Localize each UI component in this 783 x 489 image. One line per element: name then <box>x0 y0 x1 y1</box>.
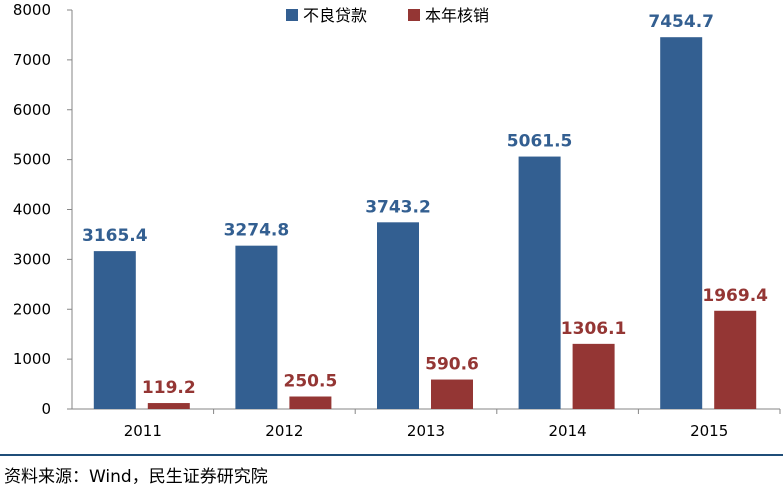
data-label: 5061.5 <box>507 132 573 152</box>
bar-chart: 0 1000 2000 3000 4000 5000 6000 7000 8000 2011 316… <box>13 1 781 440</box>
bar-writeoff <box>714 310 757 409</box>
y-tick-label: 4000 <box>13 201 51 219</box>
x-tick-label: 2012 <box>265 422 303 440</box>
x-tick-label: 2013 <box>407 422 445 440</box>
legend-swatch <box>286 9 298 21</box>
y-tick-label: 7000 <box>13 51 51 69</box>
source-note: 资料来源：Wind，民生证券研究院 <box>4 467 268 487</box>
bar-writeoff <box>431 379 473 409</box>
y-tick-label: 3000 <box>13 250 51 268</box>
data-label: 3743.2 <box>365 197 431 217</box>
data-label: 1306.1 <box>561 319 627 339</box>
bar-writeoff <box>572 343 615 409</box>
bar-npl <box>235 245 278 409</box>
y-tick-label: 6000 <box>13 101 51 119</box>
legend-label: 本年核销 <box>425 6 489 25</box>
legend-label: 不良贷款 <box>303 6 367 25</box>
bar-npl <box>93 251 136 409</box>
data-label: 250.5 <box>284 372 338 392</box>
data-label: 1969.4 <box>702 286 768 306</box>
y-tick-label: 2000 <box>13 300 51 318</box>
bar-npl <box>518 156 561 409</box>
y-tick-label: 1000 <box>13 350 51 368</box>
data-label: 119.2 <box>142 378 196 398</box>
bar-npl <box>660 37 703 409</box>
y-tick-label: 0 <box>41 400 51 418</box>
bar-writeoff <box>289 396 332 409</box>
x-tick-label: 2015 <box>690 422 728 440</box>
data-label: 590.6 <box>425 355 479 375</box>
bar-writeoff <box>147 403 190 409</box>
source-footer: 资料来源：Wind，民生证券研究院 <box>0 454 783 489</box>
y-tick-label: 8000 <box>13 1 51 19</box>
legend-swatch <box>408 9 420 21</box>
data-label: 7454.7 <box>648 12 714 32</box>
data-label: 3165.4 <box>82 226 148 246</box>
x-tick-label: 2011 <box>124 422 162 440</box>
data-label: 3274.8 <box>224 221 290 241</box>
y-tick-label: 5000 <box>13 151 51 169</box>
bar-npl <box>377 222 419 409</box>
x-tick-label: 2014 <box>549 422 587 440</box>
